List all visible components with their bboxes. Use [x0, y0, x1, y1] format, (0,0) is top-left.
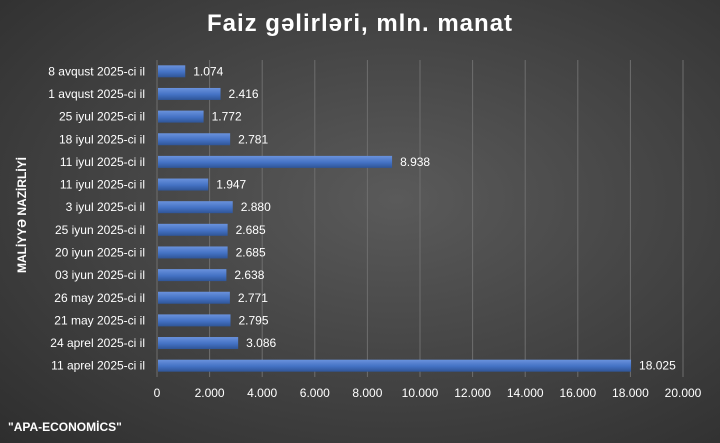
category-label: 8 avqust 2025-ci il: [48, 64, 145, 78]
x-tick-label: 14.000: [507, 386, 544, 400]
x-tick-label: 0: [154, 386, 161, 400]
data-label: 2.685: [236, 245, 266, 259]
x-tick-label: 6.000: [300, 386, 330, 400]
bar: [158, 133, 231, 146]
data-label: 2.416: [229, 87, 259, 101]
x-tick-label: 16.000: [559, 386, 596, 400]
category-label: 24 aprel 2025-ci il: [50, 336, 145, 350]
data-label: 2.795: [239, 313, 269, 327]
bar: [158, 246, 228, 259]
category-label: 25 iyun 2025-ci il: [55, 223, 145, 237]
category-label: 18 iyul 2025-ci il: [59, 132, 145, 146]
bar: [158, 291, 230, 304]
data-label: 2.781: [238, 132, 268, 146]
bar: [158, 178, 209, 191]
data-label: 1.947: [216, 178, 246, 192]
x-tick-label: 18.000: [612, 386, 649, 400]
category-label: 3 iyul 2025-ci il: [66, 200, 145, 214]
x-tick-label: 10.000: [402, 386, 439, 400]
bar: [158, 155, 393, 168]
category-label: 1 avqust 2025-ci il: [48, 87, 145, 101]
x-tick-label: 8.000: [352, 386, 382, 400]
x-tick-label: 20.000: [665, 386, 702, 400]
x-tick-label: 2.000: [195, 386, 225, 400]
data-label: 2.638: [234, 268, 264, 282]
bar: [158, 65, 186, 78]
bar: [158, 87, 221, 100]
data-label: 1.772: [212, 110, 242, 124]
category-label: 11 iyul 2025-ci il: [60, 178, 145, 192]
bar: [158, 314, 231, 327]
bar: [158, 269, 227, 282]
x-tick-label: 4.000: [247, 386, 277, 400]
bar: [158, 201, 233, 214]
category-label: 26 may 2025-ci il: [54, 291, 145, 305]
bar: [158, 359, 632, 372]
category-label: 03 iyun 2025-ci il: [55, 268, 145, 282]
data-label: 2.685: [236, 223, 266, 237]
chart-title: Faiz gəlirləri, mln. manat: [206, 10, 514, 37]
x-tick-label: 12.000: [454, 386, 491, 400]
bar: [158, 110, 204, 123]
data-label: 2.771: [238, 291, 268, 305]
data-label: 8.938: [400, 155, 430, 169]
bar: [158, 337, 239, 350]
source-label: "APA-ECONOMİCS": [8, 420, 122, 434]
category-label: 11 iyul 2025-ci il: [60, 155, 145, 169]
category-label: 21 may 2025-ci il: [54, 313, 145, 327]
data-label: 1.074: [193, 64, 223, 78]
data-label: 3.086: [246, 336, 276, 350]
data-label: 18.025: [639, 359, 676, 373]
data-label: 2.880: [241, 200, 271, 214]
category-label: 11 aprel 2025-ci il: [51, 359, 145, 373]
category-label: 20 iyun 2025-ci il: [55, 245, 145, 259]
category-label: 25 iyul 2025-ci il: [59, 110, 145, 124]
bar: [158, 223, 228, 236]
